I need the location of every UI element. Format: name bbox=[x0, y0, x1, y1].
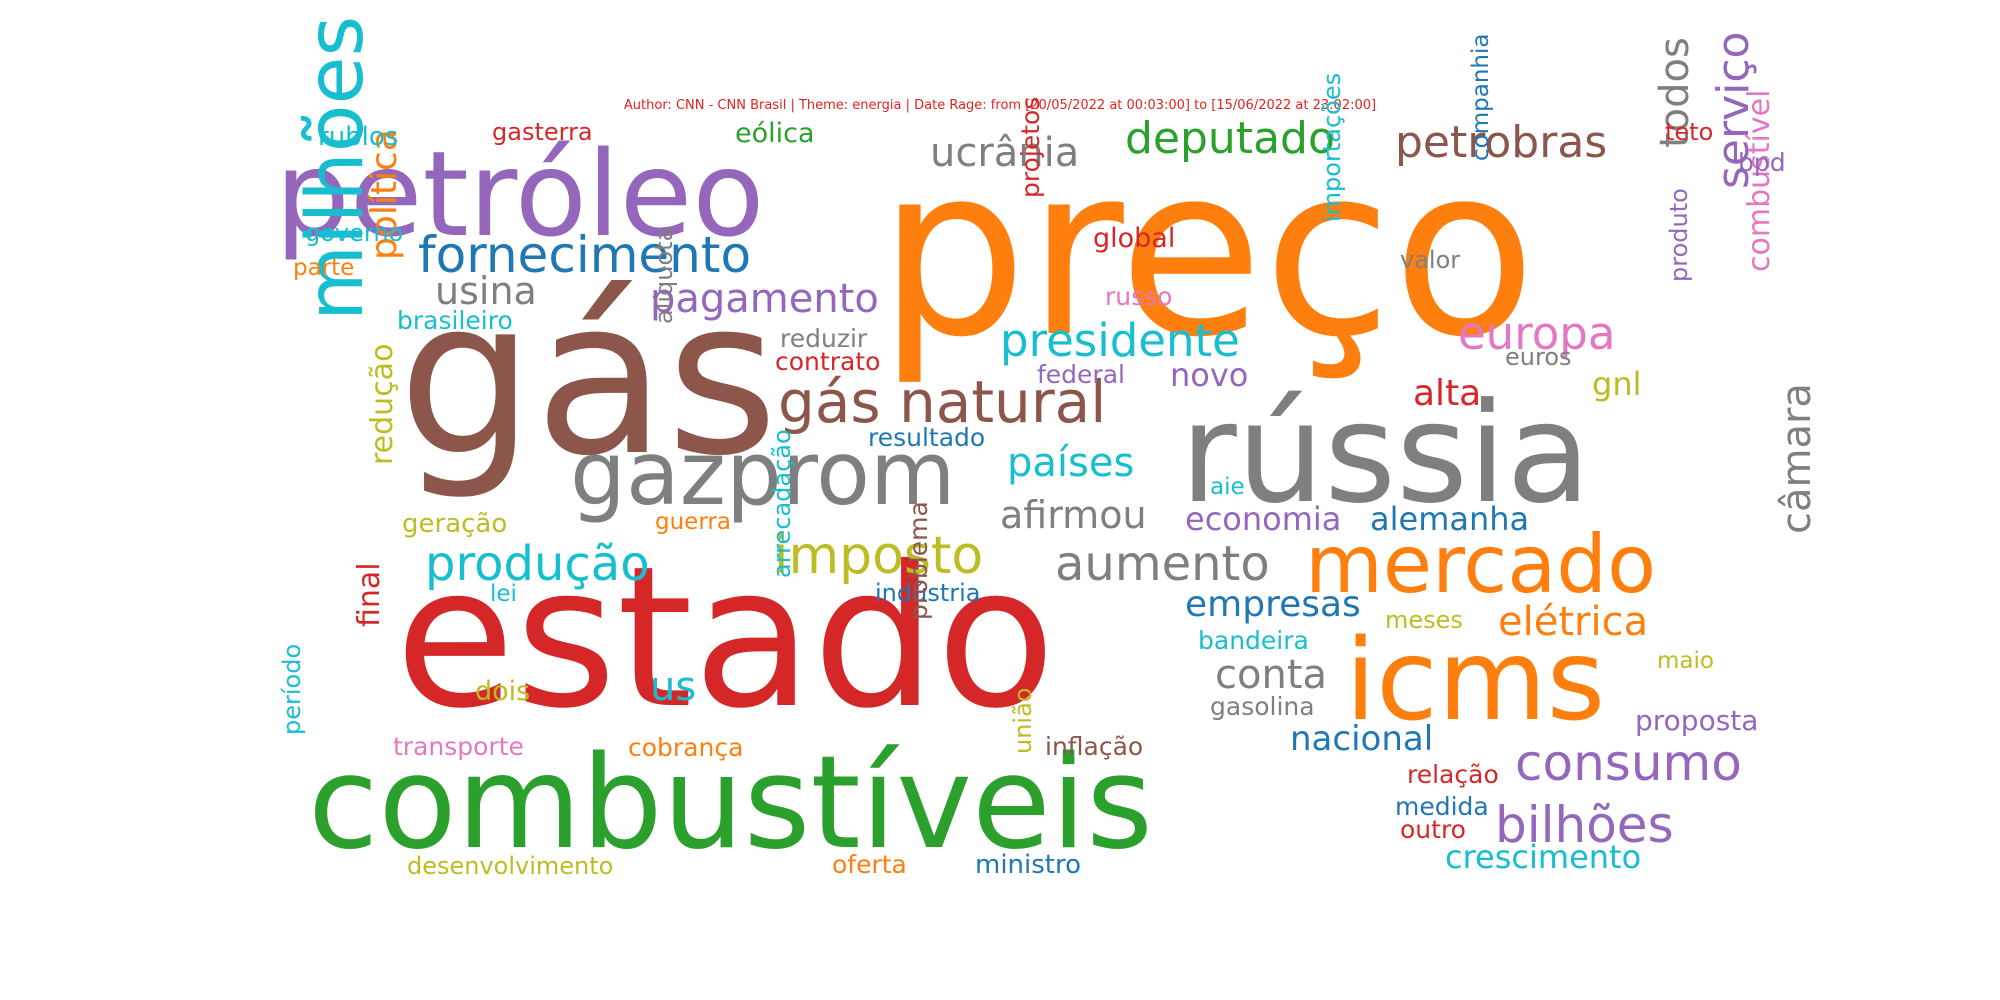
cloud-word: medida bbox=[1395, 792, 1489, 821]
cloud-word: redução bbox=[365, 343, 400, 465]
cloud-word: países bbox=[1007, 440, 1135, 486]
cloud-word: crescimento bbox=[1445, 838, 1642, 876]
cloud-word: contrato bbox=[775, 347, 881, 376]
cloud-word: consumo bbox=[1515, 734, 1742, 792]
cloud-word: produto bbox=[1665, 188, 1693, 282]
cloud-word: eólica bbox=[735, 118, 815, 149]
cloud-word: pagamento bbox=[650, 276, 879, 322]
cloud-word: imposto bbox=[774, 526, 984, 586]
cloud-word: governo bbox=[305, 219, 404, 247]
cloud-word: resultado bbox=[868, 423, 986, 452]
cloud-word: gnl bbox=[1592, 365, 1642, 403]
cloud-word: proposta bbox=[1635, 704, 1759, 737]
cloud-word: parte bbox=[293, 255, 355, 281]
cloud-word: combustíveis bbox=[308, 729, 1153, 878]
cloud-word: europa bbox=[1458, 307, 1616, 360]
cloud-word: período bbox=[278, 643, 306, 735]
cloud-word: petrobras bbox=[1395, 117, 1608, 168]
cloud-word: alemanha bbox=[1370, 500, 1530, 538]
cloud-word: aumento bbox=[1055, 536, 1270, 592]
cloud-word: cobrança bbox=[628, 733, 744, 762]
chart-subtitle: Author: CNN - CNN Brasil | Theme: energi… bbox=[623, 98, 1377, 113]
cloud-word: inflação bbox=[1045, 732, 1144, 761]
cloud-word: ministro bbox=[975, 850, 1082, 880]
cloud-word: final bbox=[352, 562, 387, 627]
cloud-word: união bbox=[1009, 687, 1037, 754]
cloud-word: rublos bbox=[318, 122, 399, 152]
cloud-word: usina bbox=[435, 269, 537, 313]
cloud-word: teto bbox=[1665, 118, 1714, 146]
cloud-word: câmara bbox=[1774, 383, 1820, 534]
cloud-word: companhia bbox=[1468, 33, 1494, 161]
cloud-word: novo bbox=[1170, 356, 1249, 394]
cloud-word: icms bbox=[1345, 616, 1606, 746]
cloud-word: bpd bbox=[1738, 148, 1786, 177]
cloud-word: guerra bbox=[655, 509, 731, 535]
cloud-word: nacional bbox=[1290, 719, 1434, 759]
cloud-word: ucrânia bbox=[930, 130, 1080, 176]
cloud-word: valor bbox=[1400, 246, 1461, 274]
cloud-word: lei bbox=[490, 581, 517, 607]
cloud-word: elétrica bbox=[1498, 599, 1649, 645]
cloud-word: outro bbox=[1400, 815, 1466, 844]
cloud-word: global bbox=[1093, 223, 1176, 254]
cloud-word: alíquota bbox=[650, 226, 678, 324]
cloud-word: euros bbox=[1505, 343, 1572, 371]
cloud-word: meses bbox=[1385, 606, 1463, 634]
cloud-word: bilhões bbox=[1495, 796, 1674, 854]
cloud-word: projetos bbox=[1016, 96, 1045, 198]
cloud-word: gás natural bbox=[778, 368, 1107, 436]
cloud-word: mercado bbox=[1305, 518, 1657, 611]
cloud-word: petróleo bbox=[275, 125, 765, 263]
cloud-word: brasileiro bbox=[397, 306, 513, 335]
cloud-word: economia bbox=[1185, 500, 1342, 538]
cloud-word: gazprom bbox=[570, 422, 956, 525]
cloud-word: bandeira bbox=[1198, 626, 1309, 655]
cloud-word: problema bbox=[904, 501, 933, 620]
cloud-word: conta bbox=[1215, 652, 1328, 698]
cloud-word: alta bbox=[1413, 373, 1482, 414]
cloud-word: gás bbox=[398, 252, 779, 503]
cloud-word: importações bbox=[1318, 72, 1346, 222]
cloud-word: gasolina bbox=[1210, 692, 1315, 721]
cloud-word: geração bbox=[402, 509, 508, 539]
cloud-word: maio bbox=[1657, 648, 1714, 674]
cloud-word: preço bbox=[878, 116, 1537, 389]
cloud-word: arrecadação bbox=[768, 429, 796, 578]
cloud-word: produção bbox=[425, 536, 650, 592]
cloud-word: aie bbox=[1210, 474, 1245, 500]
cloud-word: oferta bbox=[832, 850, 907, 879]
cloud-word: transporte bbox=[393, 732, 524, 761]
cloud-word: indústria bbox=[875, 579, 981, 607]
cloud-word: deputado bbox=[1125, 113, 1335, 164]
cloud-word: russo bbox=[1105, 282, 1173, 311]
cloud-word: estado bbox=[395, 524, 1056, 751]
cloud-word: empresas bbox=[1185, 584, 1361, 625]
cloud-word: combustível bbox=[1742, 89, 1777, 272]
cloud-word: reduzir bbox=[780, 324, 868, 353]
cloud-word: federal bbox=[1037, 360, 1125, 389]
cloud-word: rússia bbox=[1180, 373, 1591, 534]
cloud-word: gasterra bbox=[492, 118, 593, 146]
cloud-word: desenvolvimento bbox=[407, 852, 614, 880]
cloud-word: afirmou bbox=[1000, 493, 1147, 537]
cloud-word: fornecimento bbox=[418, 226, 752, 284]
cloud-word: presidente bbox=[1000, 314, 1240, 367]
cloud-word: dois bbox=[475, 676, 531, 707]
cloud-word: relação bbox=[1407, 760, 1499, 789]
cloud-word: us bbox=[650, 664, 697, 710]
